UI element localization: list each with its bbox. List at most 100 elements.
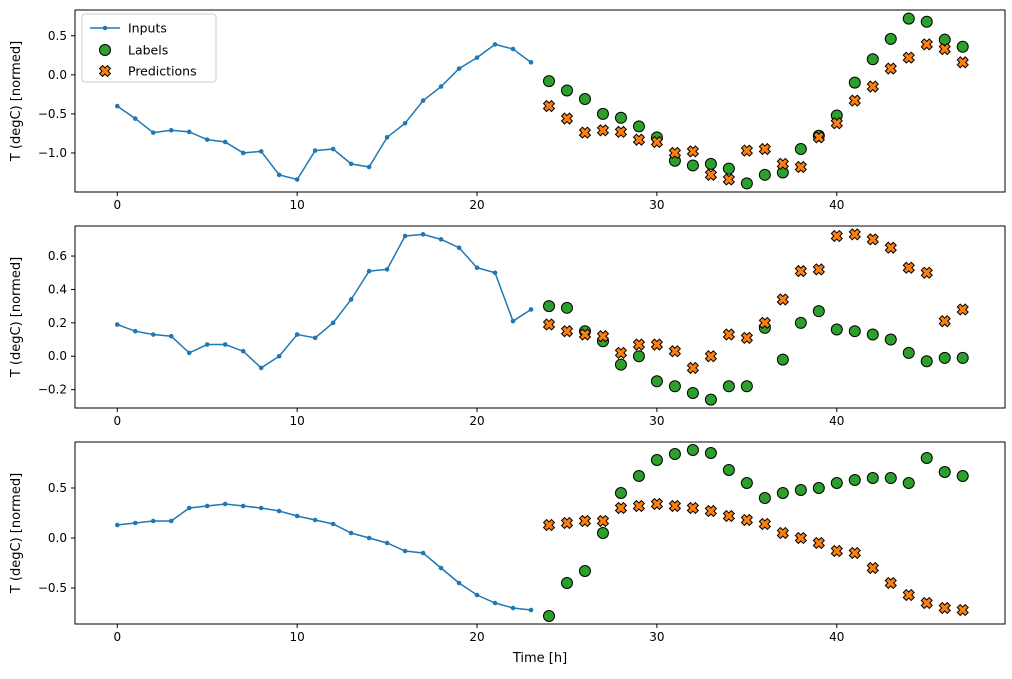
predictions-x-marker [794,264,807,278]
predictions-x-marker [668,146,682,160]
predictions-x-marker [686,501,700,515]
inputs-dot-marker [204,503,210,509]
inputs-dot-marker [510,605,516,611]
inputs-dot-marker [258,505,264,511]
axes-frame [74,225,1006,409]
labels-circle-marker [596,527,609,539]
predictions-x-marker [758,316,772,329]
inputs-dot-marker [222,342,228,347]
labels-circle-marker [686,159,699,172]
labels-circle-marker [794,143,807,156]
labels-circle-marker [956,351,969,364]
labels-circle-marker [686,386,699,399]
predictions-x-marker [938,42,951,56]
inputs-dot-marker [492,270,498,276]
predictions-x-marker [578,126,592,139]
y-axis-label: T (degC) [normed] [9,473,24,594]
inputs-dot-marker [222,139,228,145]
inputs-dot-marker [402,120,408,126]
predictions-x-marker [740,331,754,345]
predictions-x-marker [830,229,843,243]
predictions-x-marker [938,315,951,328]
predictions-x-marker [614,501,628,515]
legend: Inputs Labels Predictions [81,13,217,83]
labels-circle-marker [956,470,969,482]
predictions-x-marker [758,142,772,156]
labels-circle-marker [758,492,771,504]
labels-circle-marker [686,444,699,456]
inputs-dot-marker [150,332,156,337]
labels-circle-marker [866,328,879,341]
labels-circle-marker [704,157,717,170]
inputs-dot-marker [240,348,246,354]
labels-circle-marker [920,452,933,464]
predictions-x-marker [794,160,807,174]
labels-circle-marker [938,466,951,478]
labels-circle-marker [614,487,627,499]
labels-circle-marker [848,76,861,89]
labels-circle-marker [668,448,681,460]
y-tick-label: 0.4 [48,282,67,296]
predictions-x-marker [632,499,646,513]
inputs-dot-marker [348,297,354,302]
labels-circle-marker [560,577,573,589]
predictions-x-marker [938,601,951,615]
x-tick-label: 40 [829,198,844,212]
legend-x-sample [98,64,112,78]
labels-circle-marker [542,610,555,622]
predictions-x-marker [884,62,897,75]
inputs-dot-marker [492,42,498,47]
x-tick-label: 30 [649,414,664,428]
labels-circle-marker [794,316,807,329]
predictions-x-marker [596,514,610,528]
inputs-dot-marker [384,267,390,272]
labels-circle-marker [902,346,915,359]
x-tick-label: 30 [649,198,664,212]
predictions-x-marker [704,504,718,518]
inputs-dot-marker [204,137,210,142]
inputs-dot-marker [420,550,426,556]
predictions-series [542,497,969,617]
x-tick-label: 20 [469,414,484,428]
inputs-dot-marker [402,548,408,554]
x-tick-label: 20 [469,630,484,644]
predictions-x-marker [884,576,897,590]
legend-box [81,13,217,83]
predictions-x-marker [722,509,736,523]
inputs-dot-marker [114,322,120,327]
legend-circle-sample [99,44,111,56]
inputs-dot-marker [294,177,300,182]
predictions-x-marker [902,51,915,64]
labels-circle-marker [884,32,897,45]
inputs-dot-marker [240,503,246,509]
labels-circle-marker [668,380,681,393]
inputs-dot-marker [168,333,174,339]
inputs-dot-marker [132,116,138,121]
subplot-3: 0 10 20 30 40 0.5 0.0 −0.5 T (degC) [normed] [9,441,1006,644]
inputs-dot-marker [330,320,336,326]
inputs-dot-marker [186,505,192,511]
predictions-x-marker [542,99,556,113]
labels-circle-marker [830,477,843,489]
y-tick-label: −0.5 [38,581,67,595]
inputs-dot-marker [528,307,534,312]
predictions-x-marker [614,346,628,360]
predictions-x-marker [722,173,736,186]
labels-circle-marker [740,177,753,190]
inputs-dot-marker [240,150,246,156]
x-tick-label: 0 [113,630,121,644]
x-tick-label: 0 [113,414,121,428]
legend-item-labels: Labels [99,43,168,58]
y-axis: 0.6 0.4 0.2 0.0 −0.2 [38,249,75,397]
labels-circle-marker [560,301,573,314]
inputs-dot-marker [276,508,282,514]
inputs-dot-marker [132,520,138,526]
x-axis: 0 10 20 30 40 [113,192,844,212]
predictions-x-marker [812,263,825,276]
predictions-x-marker [560,112,574,125]
x-tick-label: 30 [649,630,664,644]
inputs-dot-marker [186,129,192,135]
inputs-line [116,43,532,181]
